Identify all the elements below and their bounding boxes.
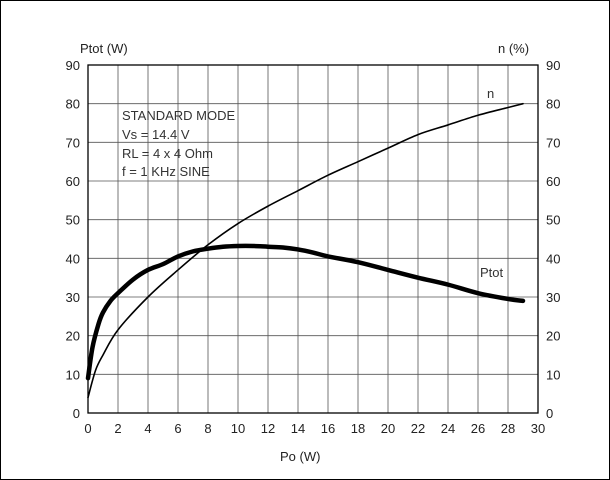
x-tick-label: 0 <box>84 421 91 436</box>
y2-axis-label: n (%) <box>498 41 529 56</box>
y-tick-label: 10 <box>66 367 80 382</box>
y-tick-label: 70 <box>66 135 80 150</box>
plot-border <box>87 64 539 414</box>
series-label-ptot: Ptot <box>480 265 504 280</box>
condition-vs: Vs = 14.4 V <box>122 127 190 142</box>
x-tick-label: 4 <box>144 421 151 436</box>
y2-tick-label: 70 <box>546 135 560 150</box>
x-tick-label: 2 <box>114 421 121 436</box>
y2-tick-labels: 0 10 20 30 40 50 60 70 80 90 <box>546 58 560 421</box>
x-tick-label: 20 <box>381 421 395 436</box>
y2-tick-label: 60 <box>546 174 560 189</box>
y-tick-label: 40 <box>66 251 80 266</box>
x-tick-label: 22 <box>411 421 425 436</box>
y2-tick-label: 50 <box>546 213 560 228</box>
conditions-annotation: STANDARD MODE Vs = 14.4 V RL = 4 x 4 Ohm… <box>122 108 235 179</box>
y-tick-label: 90 <box>66 58 80 73</box>
x-tick-label: 30 <box>531 421 545 436</box>
y-tick-label: 30 <box>66 290 80 305</box>
series-line-n <box>87 102 524 399</box>
x-tick-label: 6 <box>174 421 181 436</box>
y-tick-label: 50 <box>66 213 80 228</box>
y-tick-label: 20 <box>66 329 80 344</box>
x-tick-labels: 0 2 4 6 8 10 12 14 16 18 20 22 24 26 28 30 <box>84 421 545 436</box>
series-label-n: n <box>487 86 494 101</box>
condition-mode: STANDARD MODE <box>122 108 235 123</box>
x-tick-label: 24 <box>441 421 455 436</box>
y-tick-label: 0 <box>73 406 80 421</box>
y2-tick-label: 90 <box>546 58 560 73</box>
condition-rl: RL = 4 x 4 Ohm <box>122 146 213 161</box>
y-axis-label: Ptot (W) <box>80 41 128 56</box>
series-line-ptot <box>85 243 526 381</box>
x-tick-label: 12 <box>261 421 275 436</box>
y-tick-label: 60 <box>66 174 80 189</box>
y2-tick-label: 0 <box>546 406 553 421</box>
condition-freq: f = 1 KHz SINE <box>122 164 210 179</box>
x-tick-label: 8 <box>204 421 211 436</box>
y-tick-label: 80 <box>66 97 80 112</box>
x-tick-label: 26 <box>471 421 485 436</box>
y2-tick-label: 40 <box>546 251 560 266</box>
x-tick-label: 10 <box>231 421 245 436</box>
x-tick-label: 14 <box>291 421 305 436</box>
x-axis-label: Po (W) <box>280 449 320 464</box>
x-tick-label: 16 <box>321 421 335 436</box>
y2-tick-label: 30 <box>546 290 560 305</box>
x-tick-label: 28 <box>501 421 515 436</box>
y2-tick-label: 20 <box>546 329 560 344</box>
series-layer <box>85 102 526 399</box>
x-tick-label: 18 <box>351 421 365 436</box>
y2-tick-label: 80 <box>546 97 560 112</box>
y-tick-labels: 0 10 20 30 40 50 60 70 80 90 <box>66 58 80 421</box>
y2-tick-label: 10 <box>546 367 560 382</box>
